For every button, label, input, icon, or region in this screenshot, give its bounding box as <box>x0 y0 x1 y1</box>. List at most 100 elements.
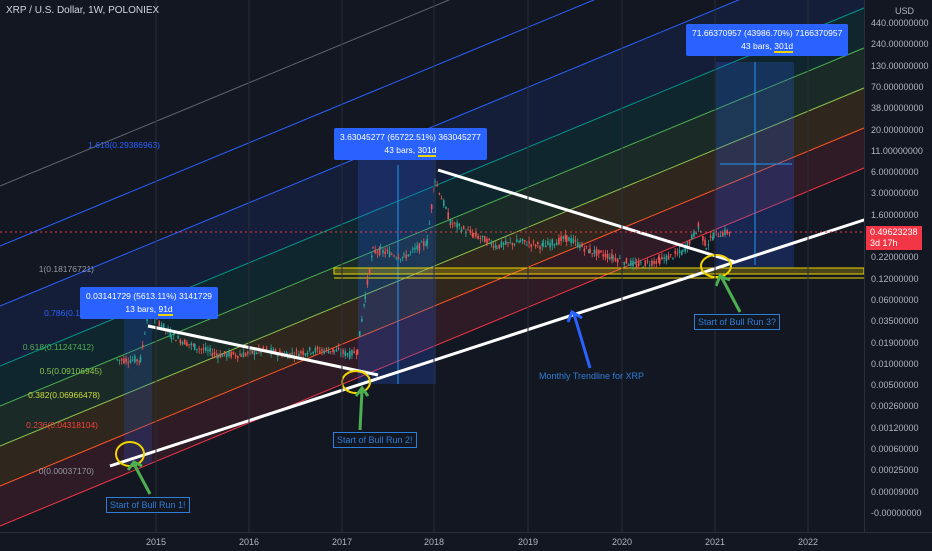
candle-body <box>635 264 638 268</box>
candle-body <box>532 241 535 243</box>
candle-body <box>170 338 173 340</box>
candle-body <box>500 241 503 247</box>
candle-body <box>397 256 400 259</box>
candle-body <box>600 250 602 253</box>
candle-body <box>426 239 429 245</box>
candle-body <box>697 223 700 227</box>
candle-body <box>116 359 119 361</box>
price-tick-label: 0.01900000 <box>871 337 919 348</box>
annotation-arrows <box>126 274 742 495</box>
candle-body <box>663 257 665 259</box>
candle-body <box>612 256 615 258</box>
candle-body <box>469 230 472 233</box>
candle-body <box>449 222 452 226</box>
price-axis[interactable]: USD 440.00000000 240.00000000 130.00000000… <box>864 0 932 532</box>
candle-body <box>221 354 224 358</box>
candle-body <box>553 244 556 246</box>
candle-body <box>434 180 436 183</box>
candle-body <box>674 251 676 254</box>
candle-body <box>604 254 607 258</box>
candle-body <box>348 351 351 359</box>
candle-body <box>719 235 722 238</box>
candle-body <box>138 360 141 362</box>
candle-body <box>709 235 712 238</box>
candle-body <box>583 248 586 252</box>
candle-body <box>516 239 518 243</box>
axis-unit: USD <box>895 6 915 16</box>
candle-body <box>337 348 340 350</box>
candle-body <box>477 235 479 239</box>
symbol-title[interactable]: XRP / U.S. Dollar, 1W, POLONIEX <box>6 5 160 16</box>
candle-body <box>242 352 245 358</box>
candle-body <box>483 236 486 243</box>
candle-body <box>372 247 374 249</box>
candle-body <box>344 351 347 356</box>
candle-body <box>555 242 558 246</box>
candle-body <box>384 251 386 254</box>
candle-body <box>270 348 272 353</box>
fib-band-blue <box>0 0 864 366</box>
candle-body <box>379 247 382 249</box>
candle-body <box>688 240 691 245</box>
candle-body <box>237 356 239 359</box>
candle-body <box>498 244 500 249</box>
candle-body <box>672 257 674 259</box>
year-tick-label: 2022 <box>797 537 819 547</box>
candle-body <box>691 234 693 240</box>
candle-body <box>606 253 609 259</box>
price-tick-label: 6.00000000 <box>871 167 919 178</box>
candle-body <box>297 354 300 357</box>
candle-body <box>302 351 304 355</box>
candle-body <box>625 258 628 264</box>
candle-body <box>253 350 256 356</box>
year-tick-label: 2019 <box>517 537 539 547</box>
candle-body <box>634 262 637 264</box>
candle-body <box>632 260 634 267</box>
candle-body <box>602 254 604 257</box>
candle-body <box>412 248 414 250</box>
candle-body <box>183 339 186 345</box>
candle-body <box>300 351 302 354</box>
candle-body <box>712 236 714 241</box>
candle-body <box>651 260 653 266</box>
candle-body <box>562 236 565 239</box>
candle-body <box>378 247 381 255</box>
candle-body <box>330 351 332 353</box>
fib-level-label: 1.618(0.29386963) <box>88 140 160 150</box>
candle-body <box>695 232 697 235</box>
time-axis[interactable]: 2015 2016 2017 2018 2019 2020 2021 2022 <box>0 532 932 551</box>
year-tick-label: 2016 <box>238 537 260 547</box>
candle-body <box>642 266 644 268</box>
current-price-value: 0.49623238 <box>870 227 918 237</box>
candle-body <box>386 250 389 252</box>
candle-body <box>653 260 655 264</box>
candle-body <box>371 255 373 258</box>
candle-body <box>627 264 630 266</box>
candle-body <box>667 255 670 260</box>
candle-body <box>228 351 230 357</box>
candle-body <box>570 238 572 243</box>
candle-body <box>188 344 190 345</box>
candle-body <box>614 257 617 261</box>
candle-body <box>528 241 530 244</box>
candle-body <box>686 242 689 249</box>
candle-body <box>684 247 686 252</box>
measure-label-3: 71.66370957 (43986.70%) 7166370957 43 ba… <box>686 24 849 56</box>
price-tick-label: 0.12000000 <box>871 273 919 284</box>
candle-body <box>407 254 410 257</box>
candle-body <box>456 222 458 228</box>
candle-body <box>447 212 449 220</box>
candle-body <box>425 244 427 246</box>
candle-body <box>388 251 391 257</box>
price-tick-label: 0.00120000 <box>871 422 919 433</box>
fib-level-label: 0.382(0.06966478) <box>28 390 100 400</box>
candle-body <box>702 235 704 241</box>
monthly-trendline <box>109 216 871 468</box>
candle-body <box>585 245 588 247</box>
candle-body <box>565 235 568 242</box>
candle-body <box>471 233 474 237</box>
fib-band-red <box>0 128 864 526</box>
candle-body <box>707 244 710 246</box>
candle-body <box>623 262 626 265</box>
